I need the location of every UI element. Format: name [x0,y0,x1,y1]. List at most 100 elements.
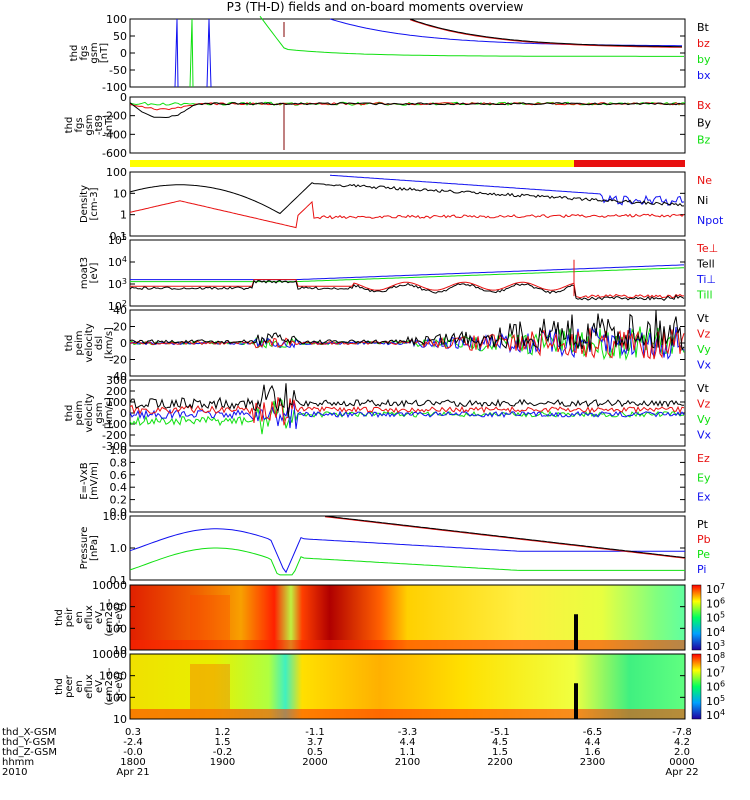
colorbar-tick-label: 104 [706,708,725,722]
y-axis-label: fgs [74,117,85,132]
panel-efield: 1.00.80.60.40.20.0 E=-VxB [mV/m] Ez Ey Ex [79,444,711,519]
heatmap-band [130,640,685,650]
y-axis-label: sr-eV) [114,603,125,632]
x-tick-label: -2.4 [123,737,143,748]
y-axis-label: velocity [84,323,95,362]
y-axis-label: [nPa] [89,535,100,561]
x-tick-label: 4.5 [492,737,508,748]
series-red [129,397,685,426]
legend-label: Bz [697,134,711,147]
series-ni [129,182,685,215]
x-tick-label: 1.5 [492,747,508,758]
colorbar-tick-label: 107 [706,665,725,679]
x-tick-label: 2000 [302,757,327,768]
y-axis-label: moat3 [79,257,90,289]
y-tick-label: 0.1 [110,230,128,243]
y-tick-label: 10000 [92,648,127,661]
panel-fgs: 100 50 0 -50 -100 thd fgs gsm [nT] Bt bz by bx [69,13,711,94]
series-pe [129,547,685,576]
y-tick-label: 1000 [99,670,127,683]
colorbar-ele [691,653,702,720]
axes-frame-ion [129,584,686,651]
y-axis-label: thd [64,117,75,134]
series-green [129,397,685,435]
y-tick-label: -50 [109,64,127,77]
y-tick-label: -40 [109,370,127,383]
series-pb [324,516,686,559]
legend-label: Ez [697,452,710,465]
y-tick-label: 0.8 [110,456,128,469]
y-axis-label: eflux [84,674,95,699]
legend-label: Ex [697,491,711,504]
flag-bar-red [574,160,685,167]
y-axis-label: Pressure [79,527,90,570]
legend-label: Npot [697,214,724,227]
y-axis-label: -t89 [94,115,105,135]
y-tick-label: 0.1 [110,574,128,587]
x-tick-label: -6.5 [583,727,603,738]
legend-label: by [697,53,711,66]
y-axis-label: fgs [79,45,90,60]
x-tick-label: 1.6 [585,747,601,758]
y-tick-label: 20 [113,321,127,334]
y-axis-label: thd [64,405,75,422]
figure-title: P3 (TH-D) fields and on-board moments ov… [226,0,524,14]
legend-label: Ne [697,174,712,187]
y-axis-label: [nT] [99,43,110,63]
y-tick-label: 0 [120,337,127,350]
x-row-label: thd_Y-GSM [2,737,55,748]
y-axis-label: velocity [84,393,95,432]
y-tick-label: 10.0 [103,510,128,523]
heatmap-blob [190,595,230,640]
y-tick-label: 105 [108,233,127,247]
y-tick-label: 10 [113,713,127,726]
y-axis-label: peim [74,400,85,425]
y-tick-label: 10000 [92,579,127,592]
series-bx [329,18,682,47]
heatmap-gap [574,614,578,650]
series-bx [206,18,212,88]
legend-label: Vx [697,429,712,442]
y-tick-label: 0 [120,91,127,104]
x-tick-label: 2300 [580,757,605,768]
x-tick-label: -7.8 [672,727,692,738]
x-tick-label: 3.7 [307,737,323,748]
y-tick-label: 100 [106,166,127,179]
x-tick-label: 1800 [120,757,145,768]
legend-label: Pb [697,533,711,546]
series-tepar [129,279,685,301]
y-tick-label: 300 [106,374,127,387]
colorbar-tick-label: 105 [706,694,725,708]
y-axis-label: gsm [89,42,100,63]
y-tick-label: 100 [106,691,127,704]
series-bz [409,19,682,48]
y-axis-label: peim [74,330,85,355]
y-tick-label: -200 [102,110,127,123]
y-axis-label: en [74,611,85,624]
y-axis-label: gsm [94,402,105,423]
y-tick-label: 40 [113,304,127,317]
x-tick-label: 2.0 [674,747,690,758]
legend-label: Vy [697,343,711,356]
series-pi [129,528,685,574]
y-tick-label: -100 [102,418,127,431]
panel-pressure: 10.0 1.0 0.1 Pressure [nPa] Pt Pb Pe Pi [79,510,711,587]
legend-label: Ti⊥ [696,273,716,286]
x-row-label: 2010 [2,767,27,778]
x-tick-label: 4.4 [400,737,416,748]
series-npot [329,174,685,206]
y-tick-label: 100 [106,13,127,26]
y-tick-label: 10 [113,644,127,657]
y-tick-label: 50 [113,30,127,43]
y-tick-label: 1000 [99,601,127,614]
legend-label: Vt [697,312,710,325]
y-tick-label: 0 [120,407,127,420]
series-blue [129,401,685,430]
heatmap-band [130,709,685,719]
colorbar-tick-label: 108 [706,651,725,665]
y-tick-label: 1.0 [110,542,128,555]
series-black [129,310,685,351]
heatmap-ele [130,654,685,719]
x-row-label: thd_X-GSM [2,727,57,738]
y-axis-label: dsl [94,336,105,350]
